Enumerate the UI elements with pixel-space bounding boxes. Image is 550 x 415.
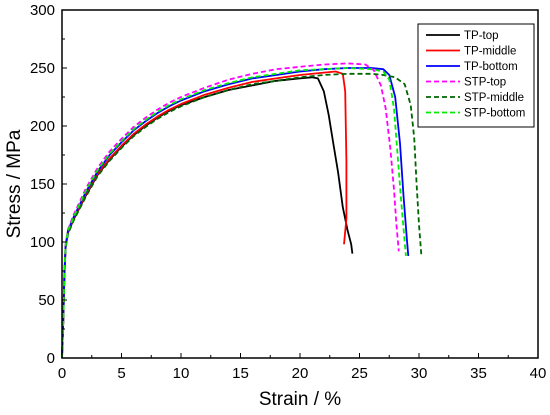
y-tick-label: 200 — [30, 118, 55, 135]
legend-label: TP-middle — [464, 46, 516, 58]
legend-box — [417, 23, 535, 128]
legend-label: STP-top — [464, 77, 506, 89]
legend: TP-top TP-middle TP-bottom STP-top STP-middl… — [417, 23, 535, 128]
legend-label: TP-top — [464, 30, 499, 42]
series-line-stp-middle — [61, 72, 423, 359]
legend-label: TP-bottom — [464, 61, 518, 73]
x-tick-label: 40 — [530, 365, 547, 382]
y-tick-label: 250 — [30, 60, 55, 77]
x-tick-label: 30 — [411, 365, 428, 382]
y-tick-label: 0 — [47, 350, 55, 367]
x-tick-label: 25 — [351, 365, 368, 382]
x-tick-label: 35 — [470, 365, 487, 382]
series-line-tp-top — [61, 76, 354, 359]
x-axis-title: Strain / % — [259, 389, 341, 410]
x-tick-label: 20 — [292, 365, 309, 382]
x-tick-label: 5 — [117, 365, 125, 382]
y-axis-title: Stress / MPa — [4, 129, 25, 238]
series-line-tp-bottom — [61, 67, 410, 359]
series-layer — [61, 62, 423, 359]
legend-label: STP-middle — [464, 92, 524, 104]
x-tick-label: 10 — [173, 365, 190, 382]
series-line-tp-middle — [61, 70, 348, 359]
y-tick-label: 300 — [30, 2, 55, 19]
series-line-stp-bottom — [61, 67, 407, 359]
y-tick-label: 150 — [30, 176, 55, 193]
series-line-stp-top — [61, 62, 400, 359]
axis-ticks: 0 5 10 15 20 25 30 35 40 0 50 100 150 200 250 300 — [30, 2, 546, 382]
y-tick-label: 50 — [38, 292, 55, 309]
legend-label: STP-bottom — [464, 108, 525, 120]
y-tick-label: 100 — [30, 234, 55, 251]
x-tick-label: 0 — [58, 365, 66, 382]
x-tick-label: 15 — [232, 365, 249, 382]
